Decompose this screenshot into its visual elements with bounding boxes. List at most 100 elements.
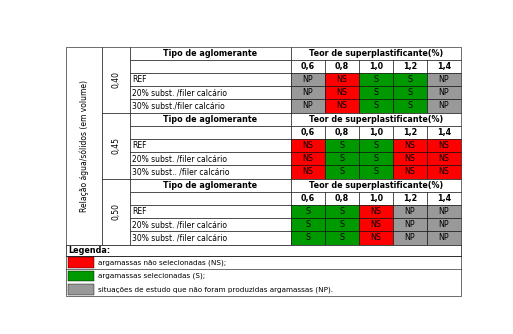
Bar — [359, 152, 393, 165]
Text: S: S — [407, 75, 412, 84]
Bar — [427, 86, 461, 99]
Text: S: S — [373, 154, 379, 163]
Bar — [325, 126, 359, 139]
Text: Teor de superplastificante(%): Teor de superplastificante(%) — [309, 115, 443, 124]
Text: S: S — [305, 220, 310, 229]
Bar — [325, 60, 359, 73]
Text: S: S — [305, 233, 310, 242]
Bar — [359, 86, 393, 99]
Text: NS: NS — [439, 141, 449, 150]
Text: NP: NP — [405, 220, 415, 229]
Bar — [393, 73, 427, 86]
Text: NP: NP — [439, 207, 449, 216]
Bar — [291, 73, 325, 86]
Bar — [68, 284, 93, 295]
Text: 0,45: 0,45 — [111, 137, 121, 154]
Bar — [427, 205, 461, 218]
Text: S: S — [339, 141, 344, 150]
Text: 1,2: 1,2 — [403, 128, 417, 137]
Bar — [393, 165, 427, 179]
Text: NP: NP — [302, 88, 313, 97]
Bar — [359, 60, 393, 73]
Bar — [393, 152, 427, 165]
Bar — [325, 231, 359, 244]
Bar — [359, 192, 393, 205]
Text: NP: NP — [302, 75, 313, 84]
Bar — [325, 165, 359, 179]
Bar — [393, 139, 427, 152]
Text: NS: NS — [370, 207, 381, 216]
Text: Legenda:: Legenda: — [68, 246, 110, 255]
Bar — [291, 99, 325, 113]
Text: S: S — [407, 88, 412, 97]
Bar — [325, 192, 359, 205]
Bar — [130, 192, 291, 205]
Bar — [359, 139, 393, 152]
Text: situações de estudo que não foram produzidas argamassas (NP).: situações de estudo que não foram produz… — [98, 286, 333, 293]
Text: 0,6: 0,6 — [301, 62, 315, 71]
Bar — [130, 126, 291, 139]
Text: 1,0: 1,0 — [369, 194, 383, 203]
Text: 1,4: 1,4 — [437, 62, 451, 71]
Bar — [66, 244, 461, 296]
Bar — [359, 99, 393, 113]
Bar — [325, 205, 359, 218]
Bar — [427, 99, 461, 113]
Text: NS: NS — [404, 141, 416, 150]
Bar — [325, 99, 359, 113]
Text: argamassas selecionadas (S);: argamassas selecionadas (S); — [98, 273, 205, 279]
Text: 20% subst. /filer calcário: 20% subst. /filer calcário — [132, 154, 227, 163]
Bar — [291, 231, 325, 244]
Bar — [102, 113, 130, 179]
Bar — [130, 60, 291, 73]
Text: S: S — [373, 75, 379, 84]
Bar — [359, 126, 393, 139]
Text: S: S — [373, 88, 379, 97]
Text: 1,0: 1,0 — [369, 62, 383, 71]
Text: S: S — [373, 167, 379, 176]
Text: S: S — [339, 207, 344, 216]
Bar — [359, 73, 393, 86]
Text: Tipo de aglomerante: Tipo de aglomerante — [164, 115, 258, 124]
Bar — [427, 152, 461, 165]
Bar — [291, 218, 325, 231]
Bar — [291, 86, 325, 99]
Text: NS: NS — [302, 141, 313, 150]
Bar — [427, 192, 461, 205]
Bar — [359, 231, 393, 244]
Text: 0,40: 0,40 — [111, 71, 121, 88]
Bar — [291, 205, 325, 218]
Bar — [130, 152, 291, 165]
Bar — [291, 113, 461, 126]
Text: NP: NP — [405, 207, 415, 216]
Text: NP: NP — [439, 102, 449, 111]
Bar — [325, 73, 359, 86]
Text: 1,2: 1,2 — [403, 194, 417, 203]
Bar — [66, 244, 461, 256]
Bar — [291, 126, 325, 139]
Bar — [427, 60, 461, 73]
Text: NS: NS — [336, 102, 347, 111]
Text: 30% subst.. /filer calcário: 30% subst.. /filer calcário — [132, 167, 229, 176]
Bar — [68, 271, 93, 281]
Bar — [393, 126, 427, 139]
Text: S: S — [339, 154, 344, 163]
Text: NP: NP — [439, 75, 449, 84]
Text: 0,8: 0,8 — [334, 62, 349, 71]
Text: REF: REF — [132, 141, 146, 150]
Text: Relação água/sólidos (em volume): Relação água/sólidos (em volume) — [79, 79, 89, 211]
Bar — [291, 139, 325, 152]
Bar — [359, 218, 393, 231]
Text: NP: NP — [302, 102, 313, 111]
Text: NP: NP — [405, 233, 415, 242]
Text: 0,50: 0,50 — [111, 203, 121, 220]
Text: 30% subst./filer calcário: 30% subst./filer calcário — [132, 102, 225, 111]
Bar — [427, 231, 461, 244]
Text: NS: NS — [302, 167, 313, 176]
Text: 1,2: 1,2 — [403, 62, 417, 71]
Text: NP: NP — [439, 88, 449, 97]
Text: 0,6: 0,6 — [301, 194, 315, 203]
Bar — [427, 73, 461, 86]
Text: S: S — [373, 102, 379, 111]
Bar — [393, 231, 427, 244]
